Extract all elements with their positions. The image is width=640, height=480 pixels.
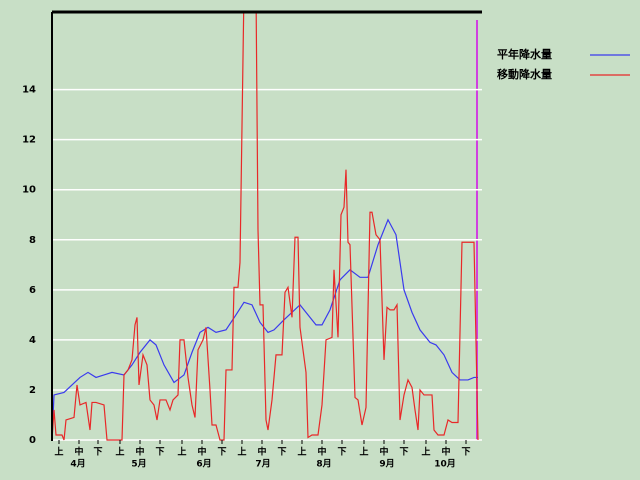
x-tick-label: 上 <box>421 446 430 458</box>
plot-area <box>52 12 479 441</box>
x-tick-label: 中 <box>135 446 144 458</box>
x-tick-label: 中 <box>441 446 450 458</box>
month-label: 10月 <box>434 459 456 470</box>
x-tick-label: 中 <box>257 446 266 458</box>
x-tick-label: 下 <box>277 447 286 458</box>
y-tick-label: 10 <box>22 185 36 196</box>
x-tick-label: 上 <box>297 446 306 458</box>
x-tick-label: 下 <box>337 447 346 458</box>
x-tick-label: 中 <box>74 446 83 458</box>
y-tick-label: 6 <box>29 285 36 296</box>
x-tick-label: 下 <box>93 447 102 458</box>
month-label: 4月 <box>70 459 85 470</box>
month-label: 7月 <box>255 459 270 470</box>
x-tick-label: 下 <box>399 447 408 458</box>
x-tick-label: 中 <box>197 446 206 458</box>
x-tick-label: 上 <box>359 446 368 458</box>
y-tick-label: 4 <box>29 335 36 346</box>
y-tick-label: 14 <box>22 85 36 96</box>
series-line <box>52 12 479 441</box>
y-tick-label: 0 <box>29 435 36 446</box>
legend-label: 平年降水量 <box>497 47 552 61</box>
x-tick-label: 上 <box>177 446 186 458</box>
x-tick-label: 下 <box>217 447 226 458</box>
y-tick-label: 12 <box>22 135 36 146</box>
month-label: 9月 <box>379 459 394 470</box>
x-tick-label: 中 <box>379 446 388 458</box>
x-tick-label: 上 <box>115 446 124 458</box>
legend-label: 移動降水量 <box>497 67 552 81</box>
x-tick-label: 下 <box>461 447 470 458</box>
x-tick-label: 上 <box>54 446 63 458</box>
y-tick-label: 8 <box>29 235 36 246</box>
x-tick-label: 下 <box>155 447 164 458</box>
month-label: 6月 <box>196 459 211 470</box>
month-label: 8月 <box>316 459 331 470</box>
x-tick-label: 中 <box>317 446 326 458</box>
month-label: 5月 <box>131 459 146 470</box>
y-tick-label: 2 <box>29 385 36 396</box>
x-tick-label: 上 <box>237 446 246 458</box>
